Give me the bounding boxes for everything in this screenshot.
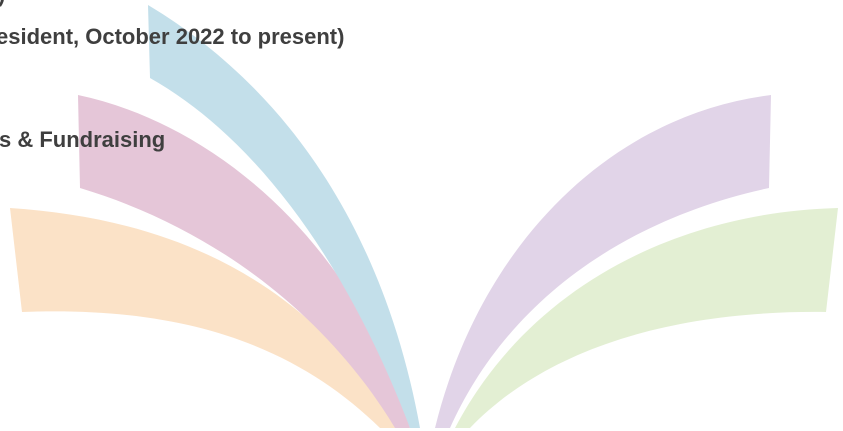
clipped-text-line: ) xyxy=(0,0,5,8)
green-petal xyxy=(455,208,838,428)
purple-petal xyxy=(435,95,771,428)
blue-petal xyxy=(148,5,420,428)
pink-petal xyxy=(78,95,410,428)
tenure-line: esident, October 2022 to present) xyxy=(0,24,345,49)
orange-petal xyxy=(10,208,400,428)
role-line: s & Fundraising xyxy=(0,127,166,152)
